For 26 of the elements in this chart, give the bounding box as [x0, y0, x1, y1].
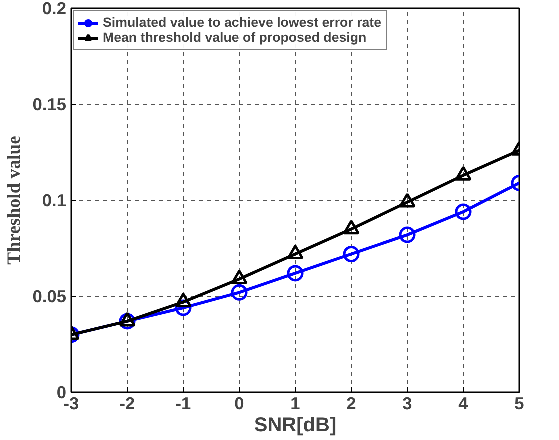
point	[455, 204, 472, 220]
x-tick-label: 4	[458, 394, 469, 414]
x-axis-title: SNR[dB]	[254, 414, 337, 436]
y-axis-title: Threshold value	[4, 136, 25, 265]
x-tick-label: 1	[290, 394, 301, 414]
point	[231, 284, 248, 301]
x-tick-label: 2	[346, 394, 356, 414]
point	[231, 270, 248, 285]
y-tick-label: 0.05	[32, 286, 67, 306]
x-tick-label: -1	[176, 394, 192, 414]
point	[287, 244, 304, 260]
y-tick-label: 0.15	[32, 94, 67, 114]
point	[343, 246, 360, 262]
y-tick-label: 0.1	[42, 190, 67, 210]
point	[455, 166, 472, 181]
point	[343, 220, 360, 235]
x-tick-label: -2	[120, 394, 136, 414]
point	[399, 226, 416, 244]
legend-label: Mean threshold value of proposed design	[103, 30, 367, 45]
x-tick-label: 3	[402, 394, 413, 414]
x-tick-label: 5	[514, 394, 525, 414]
legend-label: Simulated value to achieve lowest error rate	[103, 15, 382, 30]
point	[287, 265, 304, 282]
x-tick-label: 0	[234, 394, 244, 414]
point	[399, 193, 416, 208]
y-tick-label: 0.2	[42, 0, 67, 18]
